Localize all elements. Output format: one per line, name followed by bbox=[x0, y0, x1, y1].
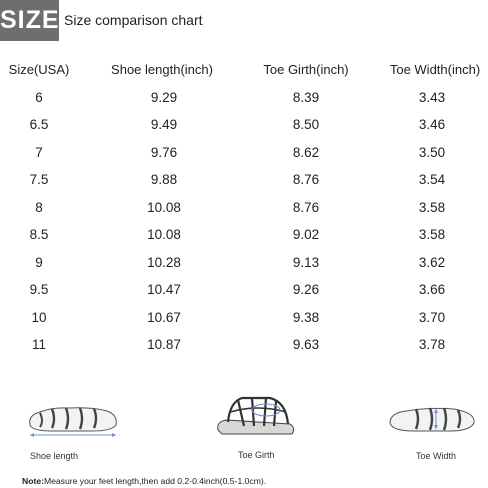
toe-girth-cell: 8.39 bbox=[292, 89, 320, 105]
size-cell: 7 bbox=[35, 144, 43, 160]
shoe-length-cell: 9.29 bbox=[150, 89, 178, 105]
table-row: 9.5 10.47 9.26 3.66 bbox=[0, 278, 488, 306]
shoe-length-label: Shoe length bbox=[30, 451, 79, 461]
size-cell: 11 bbox=[31, 337, 46, 352]
shoe-length-illustration: Shoe length bbox=[22, 395, 122, 461]
size-cell: 8.5 bbox=[29, 227, 49, 242]
toe-girth-cell: 8.50 bbox=[292, 117, 320, 132]
shoe-length-cell: 10.28 bbox=[147, 254, 181, 270]
toe-girth-label: Toe Girth bbox=[238, 450, 275, 460]
sandal-width-view-icon bbox=[389, 407, 475, 432]
toe-width-cell: 3.58 bbox=[418, 199, 446, 215]
size-cell: 6.5 bbox=[29, 117, 49, 132]
shoe-length-cell: 10.08 bbox=[147, 199, 181, 215]
table-row: 6 9.29 8.39 3.43 bbox=[0, 86, 488, 114]
size-badge: SIZE bbox=[0, 0, 59, 41]
sandal-side-view-icon bbox=[29, 407, 117, 437]
toe-width-cell: 3.62 bbox=[418, 254, 446, 270]
toe-width-cell: 3.78 bbox=[418, 337, 446, 352]
shoe-length-cell: 10.08 bbox=[147, 227, 181, 242]
size-cell: 10 bbox=[31, 309, 47, 325]
column-header-size: Size(USA) bbox=[8, 62, 70, 77]
toe-width-illustration: Toe Width bbox=[384, 395, 480, 461]
size-cell: 6 bbox=[35, 89, 43, 105]
shoe-length-cell: 9.76 bbox=[150, 144, 178, 160]
toe-width-cell: 3.46 bbox=[418, 117, 446, 132]
toe-width-label: Toe Width bbox=[416, 451, 457, 461]
toe-width-cell: 3.50 bbox=[418, 144, 446, 160]
table-row: 10 10.67 9.38 3.70 bbox=[0, 306, 488, 334]
toe-girth-cell: 9.38 bbox=[292, 309, 320, 325]
column-header-toe-width: Toe Width(inch) bbox=[389, 62, 481, 77]
toe-width-cell: 3.58 bbox=[418, 227, 446, 242]
toe-girth-illustration: Toe Girth bbox=[208, 388, 300, 460]
toe-girth-cell: 8.62 bbox=[292, 144, 320, 160]
note-prefix: Note: bbox=[22, 476, 44, 486]
shoe-length-cell: 10.87 bbox=[147, 337, 181, 352]
toe-width-cell: 3.54 bbox=[418, 172, 446, 187]
measurement-note: Note:Measure your feet length,then add 0… bbox=[22, 476, 266, 486]
table-row: 9 10.28 9.13 3.62 bbox=[0, 251, 488, 279]
toe-width-cell: 3.70 bbox=[418, 309, 446, 325]
table-row: 8.5 10.08 9.02 3.58 bbox=[0, 223, 488, 251]
toe-girth-cell: 9.63 bbox=[292, 337, 320, 352]
toe-girth-cell: 8.76 bbox=[292, 172, 320, 187]
toe-girth-cell: 9.13 bbox=[292, 254, 320, 270]
table-row: 7 9.76 8.62 3.50 bbox=[0, 141, 488, 169]
column-header-shoe-length: Shoe length(inch) bbox=[111, 62, 213, 77]
shoe-length-cell: 9.49 bbox=[150, 117, 178, 132]
toe-width-cell: 3.66 bbox=[418, 282, 446, 297]
size-cell: 8 bbox=[35, 199, 43, 215]
size-cell: 7.5 bbox=[29, 172, 49, 187]
note-text: Measure your feet length,then add 0.2-0.… bbox=[43, 476, 267, 486]
toe-girth-cell: 9.26 bbox=[292, 282, 320, 297]
size-table: Size(USA) Shoe length(inch) Toe Girth(in… bbox=[0, 58, 488, 361]
size-cell: 9 bbox=[35, 254, 43, 270]
shoe-length-cell: 10.47 bbox=[147, 282, 181, 297]
toe-girth-cell: 9.02 bbox=[292, 227, 320, 242]
table-row: 8 10.08 8.76 3.58 bbox=[0, 196, 488, 224]
shoe-length-cell: 10.67 bbox=[147, 309, 181, 325]
shoe-length-cell: 9.88 bbox=[150, 172, 178, 187]
size-cell: 9.5 bbox=[29, 282, 49, 297]
toe-girth-cell: 8.76 bbox=[292, 199, 320, 215]
table-row: 11 10.87 9.63 3.78 bbox=[0, 333, 488, 361]
table-header-row: Size(USA) Shoe length(inch) Toe Girth(in… bbox=[0, 58, 488, 86]
column-header-toe-girth: Toe Girth(inch) bbox=[263, 62, 349, 77]
sandal-girth-view-icon bbox=[217, 396, 295, 435]
chart-subtitle: Size comparison chart bbox=[64, 12, 203, 28]
table-row: 6.5 9.49 8.50 3.46 bbox=[0, 113, 488, 141]
table-row: 7.5 9.88 8.76 3.54 bbox=[0, 168, 488, 196]
toe-width-cell: 3.43 bbox=[418, 89, 446, 105]
